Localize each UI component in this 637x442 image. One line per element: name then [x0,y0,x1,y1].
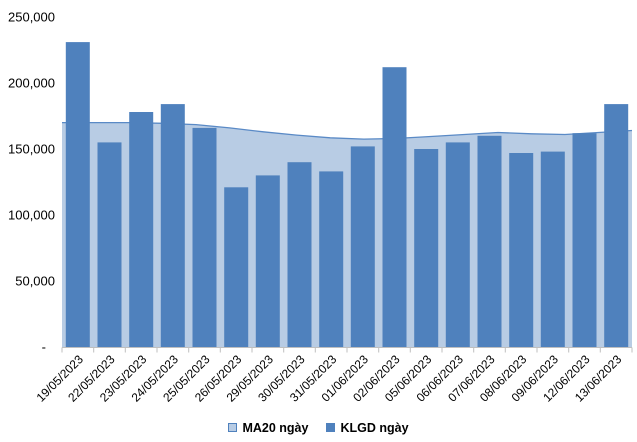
volume-bar [572,133,597,347]
volume-bar [319,171,344,347]
volume-bar [129,112,154,347]
volume-bar [287,162,312,347]
volume-bar [224,187,249,347]
volume-bar [160,104,185,347]
klgd-legend-swatch [326,423,336,433]
volume-bar [192,127,217,348]
volume-bar [97,142,122,347]
y-axis-tick-label: - [42,340,46,355]
volume-bar [540,151,565,347]
chart-legend: MA20 ngày KLGD ngày [0,420,637,435]
volume-bar [382,67,407,347]
volume-bar [65,42,90,347]
y-axis-tick-label: 200,000 [8,76,55,91]
legend-item-klgd: KLGD ngày [326,420,409,435]
ma20-line [62,121,633,140]
volume-bar [255,175,280,347]
ma20-legend-swatch [228,423,238,433]
volume-bar [350,146,375,347]
y-axis-tick-label: 250,000 [8,10,55,25]
volume-bar [509,153,534,347]
volume-bar [604,104,629,347]
volume-bar [414,149,439,347]
klgd-legend-label: KLGD ngày [340,420,409,435]
volume-bar [445,142,470,347]
y-axis-tick-label: 100,000 [8,208,55,223]
volume-bar [477,135,502,347]
y-axis-tick-label: 50,000 [15,274,55,289]
ma20-legend-label: MA20 ngày [242,420,309,435]
y-axis-tick-label: 150,000 [8,142,55,157]
legend-item-ma20: MA20 ngày [228,420,309,435]
